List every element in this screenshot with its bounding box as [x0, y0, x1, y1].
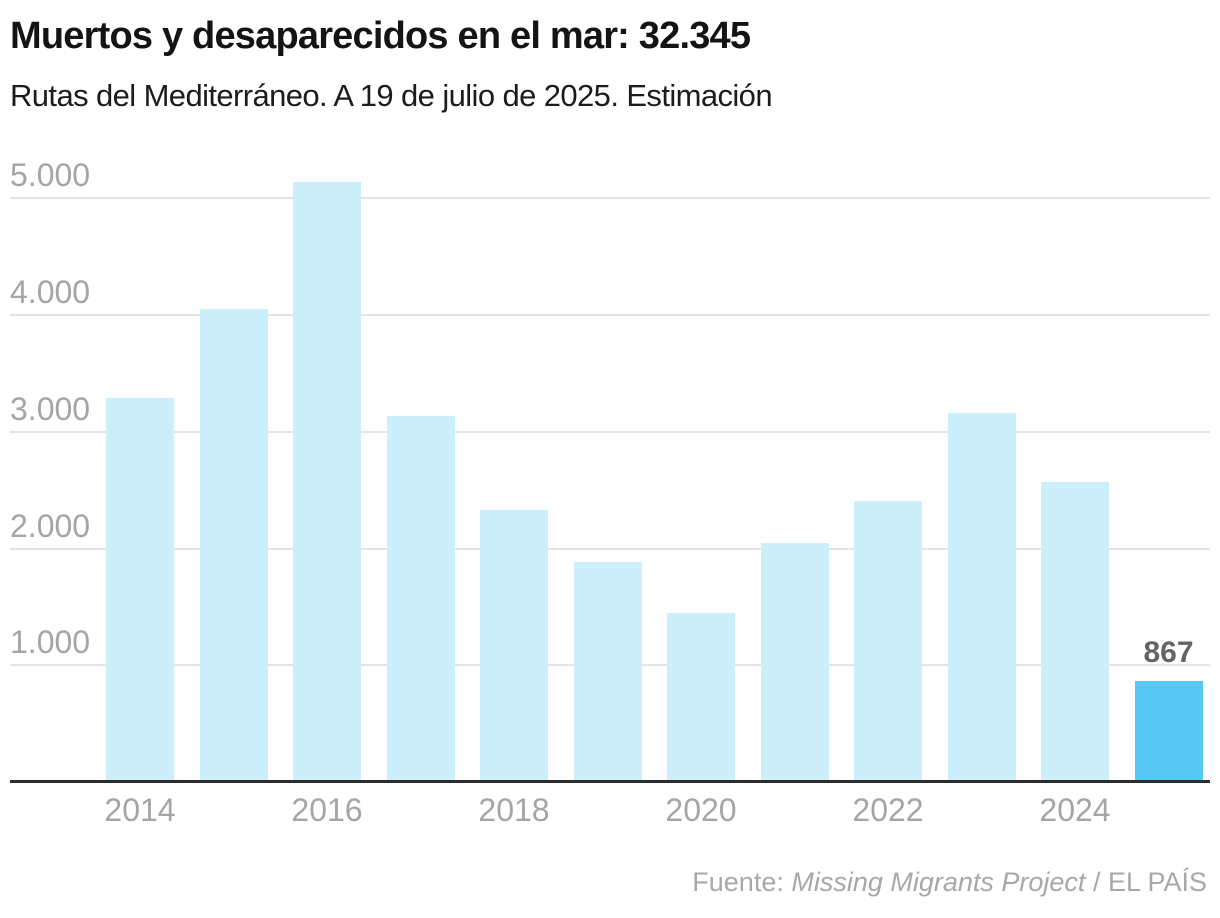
- y-tick-label-2000: 2.000: [10, 507, 91, 544]
- y-tick-label-5000: 5.000: [10, 157, 91, 194]
- gridline-4000: [10, 314, 1210, 316]
- source-publisher: / EL PAÍS: [1085, 867, 1207, 897]
- x-tick-label-2014: 2014: [104, 792, 176, 828]
- bar-2018: [480, 509, 548, 782]
- x-axis-line: [10, 780, 1210, 783]
- source-credit: Fuente: Missing Migrants Project / EL PA…: [692, 866, 1207, 898]
- chart-subtitle: Rutas del Mediterráneo. A 19 de julio de…: [10, 78, 773, 113]
- gridline-5000: [10, 197, 1210, 200]
- x-tick-label-2022: 2022: [852, 792, 924, 828]
- source-name: Missing Migrants Project: [791, 867, 1086, 897]
- plot-area: 1.000 2.000 3.000 4.000 5.000 867: [10, 157, 1210, 783]
- x-axis-labels: 2014 2016 2018 2020 2022 2024: [10, 792, 1210, 832]
- bar-value-label-2025: 867: [1143, 635, 1194, 669]
- bar-2021: [760, 542, 829, 782]
- x-tick-label-2020: 2020: [665, 792, 737, 828]
- bar-2024: [1041, 481, 1109, 782]
- bar-2019: [573, 561, 642, 782]
- bar-2023: [947, 412, 1016, 782]
- y-tick-label-4000: 4.000: [10, 274, 91, 310]
- bar-2020: [667, 612, 735, 782]
- y-tick-label-3000: 3.000: [10, 390, 91, 427]
- bar-2014: [106, 398, 174, 782]
- gridline-3000: [10, 430, 1210, 433]
- bar-2015: [199, 308, 268, 782]
- y-tick-label-1000: 1.000: [10, 624, 91, 661]
- bar-2016: [293, 182, 361, 782]
- x-tick-label-2016: 2016: [291, 792, 363, 828]
- source-prefix: Fuente:: [692, 867, 792, 897]
- bar-2022: [854, 500, 922, 782]
- bar-2017: [386, 415, 455, 782]
- chart-title: Muertos y desaparecidos en el mar: 32.34…: [10, 15, 751, 57]
- gridline-2000: [10, 547, 1210, 550]
- bar-2025: [1134, 680, 1203, 782]
- x-tick-label-2024: 2024: [1039, 792, 1111, 828]
- x-tick-label-2018: 2018: [478, 792, 550, 828]
